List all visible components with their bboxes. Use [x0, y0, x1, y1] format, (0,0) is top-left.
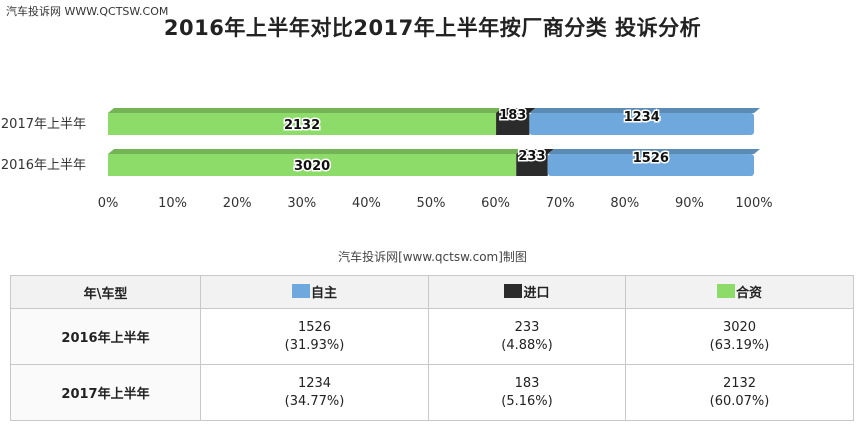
table-col-0: 自主 — [200, 275, 429, 309]
data-label: 183 — [499, 108, 526, 123]
bar-segment — [547, 154, 754, 176]
cell-percent: (63.19%) — [709, 337, 770, 353]
cell-value: 1234 — [297, 375, 332, 391]
legend-swatch-0 — [291, 284, 310, 299]
data-label: 3020 — [294, 159, 330, 174]
x-tick-label: 100% — [735, 196, 772, 211]
table-row: 2016年上半年 1526 (31.93%) 233 (4.88%) 3020 (63… — [10, 308, 855, 365]
row-label: 2017年上半年 — [10, 364, 201, 421]
legend-swatch-1 — [504, 284, 523, 299]
bar-top-face — [516, 149, 554, 154]
bar-segment — [516, 154, 548, 176]
bar-top-face — [108, 149, 523, 154]
cell-percent: (4.88%) — [501, 337, 553, 353]
table-cell: 183 (5.16%) — [428, 364, 626, 421]
cell-value: 2132 — [722, 375, 757, 391]
x-tick-label: 50% — [417, 196, 446, 211]
x-tick-label: 70% — [546, 196, 575, 211]
chart-title: 2016年上半年对比2017年上半年按厂商分类 投诉分析 — [163, 16, 702, 40]
x-tick-label: 90% — [675, 196, 704, 211]
cell-percent: (34.77%) — [284, 393, 345, 409]
bar-segment — [108, 113, 497, 135]
watermark: 汽车投诉网 WWW.QCTSW.COM — [6, 5, 169, 18]
data-table: 年\车型 自主 进口 合资 2016年上半年 1526 (31.93%) 233 (… — [10, 275, 855, 421]
data-label: 1526 — [633, 151, 669, 166]
x-tick-label: 10% — [158, 196, 187, 211]
table-header-row: 年\车型 自主 进口 合资 — [10, 275, 855, 309]
cell-value: 3020 — [722, 319, 757, 335]
row-label: 2016年上半年 — [10, 308, 201, 365]
table-col-label: 进口 — [523, 285, 550, 301]
cell-value: 233 — [514, 319, 540, 335]
table-cell: 1234 (34.77%) — [200, 364, 429, 421]
bar-top-face — [529, 108, 760, 113]
bar-segment — [529, 113, 754, 135]
table-cell: 1526 (31.93%) — [200, 308, 429, 365]
table-col-label: 合资 — [735, 285, 762, 301]
table-corner: 年\车型 — [10, 275, 201, 309]
bar-segment — [108, 154, 517, 176]
table-col-1: 进口 — [428, 275, 626, 309]
x-tick-label: 0% — [98, 196, 119, 211]
table-col-label: 自主 — [310, 285, 337, 301]
data-label: 233 — [518, 149, 545, 164]
category-label: 2017年上半年 — [1, 117, 86, 132]
bar-top-face — [108, 108, 503, 113]
x-tick-label: 30% — [287, 196, 316, 211]
chart-credit: 汽车投诉网[www.qctsw.com]制图 — [338, 250, 527, 264]
data-label: 1234 — [624, 110, 660, 125]
cell-percent: (60.07%) — [709, 393, 770, 409]
table-cell: 3020 (63.19%) — [624, 308, 855, 365]
category-label: 2016年上半年 — [1, 158, 86, 173]
bar-top-face — [547, 149, 760, 154]
cell-percent: (5.16%) — [501, 393, 553, 409]
x-tick-label: 40% — [352, 196, 381, 211]
bar-top-face — [496, 108, 536, 113]
x-tick-label: 20% — [223, 196, 252, 211]
x-tick-label: 80% — [610, 196, 639, 211]
bar-segment — [496, 113, 530, 135]
data-label: 2132 — [284, 118, 320, 133]
cell-percent: (31.93%) — [284, 337, 345, 353]
table-row: 2017年上半年 1234 (34.77%) 183 (5.16%) 2132 (60… — [10, 364, 855, 421]
cell-value: 183 — [514, 375, 540, 391]
legend-swatch-2 — [716, 284, 735, 299]
table-cell: 233 (4.88%) — [428, 308, 626, 365]
x-tick-label: 60% — [481, 196, 510, 211]
cell-value: 1526 — [297, 319, 332, 335]
stacked-bar-chart: 2017年上半年 2132 183 1234 2016年上半年 3020 233 1526 0%… — [1, 107, 773, 212]
table-cell: 2132 (60.07%) — [624, 364, 855, 421]
table-col-2: 合资 — [624, 275, 855, 309]
